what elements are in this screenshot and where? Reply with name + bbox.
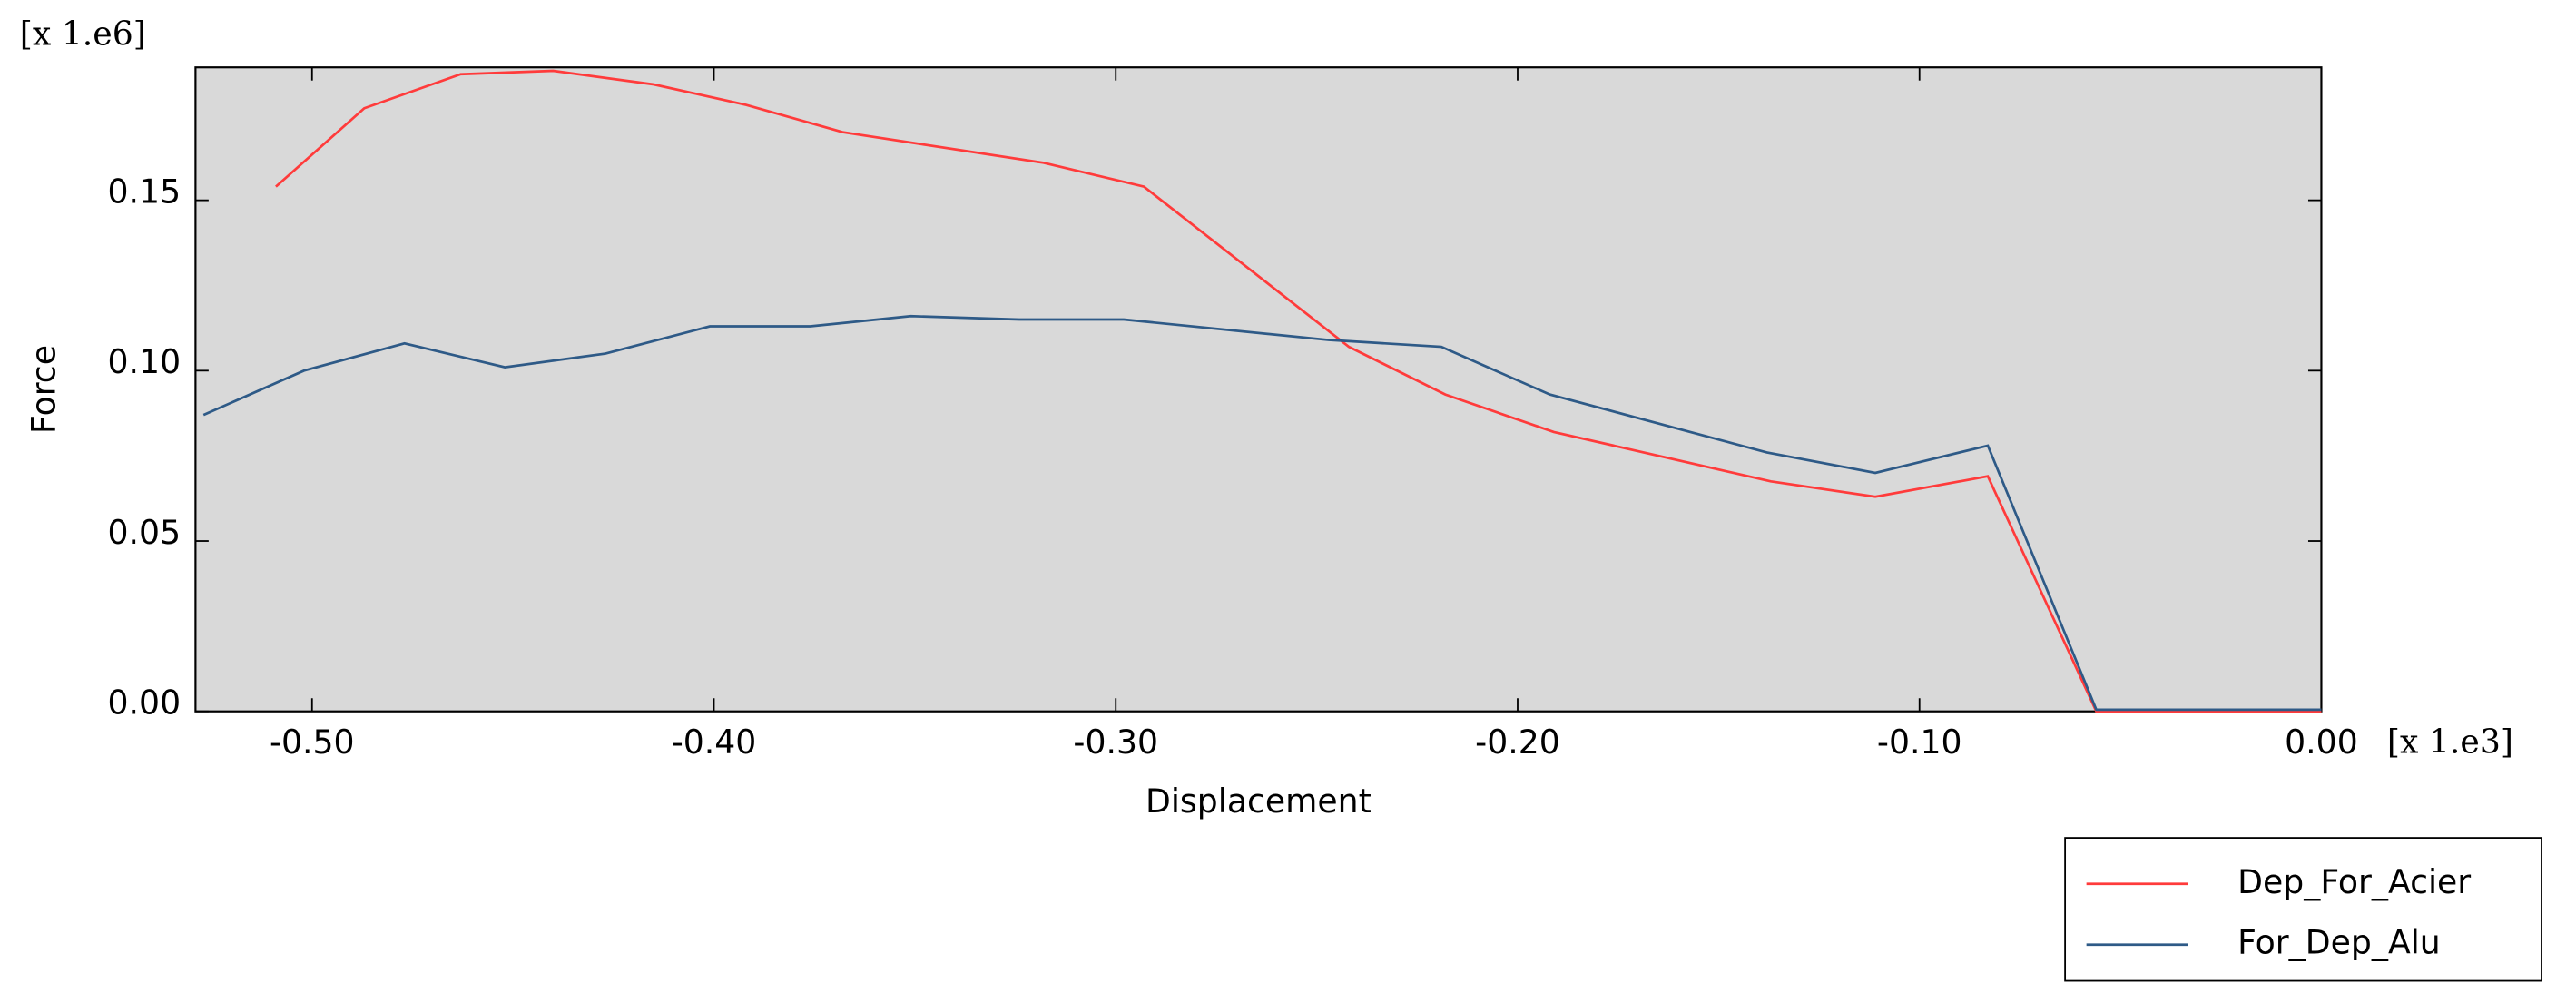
- legend-label: For_Dep_Alu: [2237, 923, 2441, 962]
- x-tick-label: -0.40: [672, 723, 757, 762]
- x-axis-label: Displacement: [1145, 782, 1372, 821]
- x-tick-label: -0.30: [1073, 723, 1158, 762]
- legend-label: Dep_For_Acier: [2237, 862, 2471, 901]
- x-tick-label: 0.00: [2285, 723, 2358, 762]
- y-tick-label: 0.15: [108, 172, 182, 211]
- y-axis-label: Force: [25, 345, 64, 434]
- series-line: [202, 314, 2322, 712]
- y-multiplier: [x 1.e6]: [20, 14, 146, 53]
- x-multiplier: [x 1.e3]: [2387, 722, 2513, 761]
- x-tick-label: -0.50: [270, 723, 355, 762]
- legend-box: [2064, 837, 2542, 982]
- y-tick-label: 0.00: [108, 683, 182, 722]
- y-tick-label: 0.05: [108, 513, 182, 552]
- x-tick-label: -0.10: [1877, 723, 1962, 762]
- x-tick-label: -0.20: [1475, 723, 1560, 762]
- series-line: [275, 69, 2322, 713]
- y-tick-label: 0.10: [108, 342, 182, 381]
- plot-area: [194, 66, 2323, 713]
